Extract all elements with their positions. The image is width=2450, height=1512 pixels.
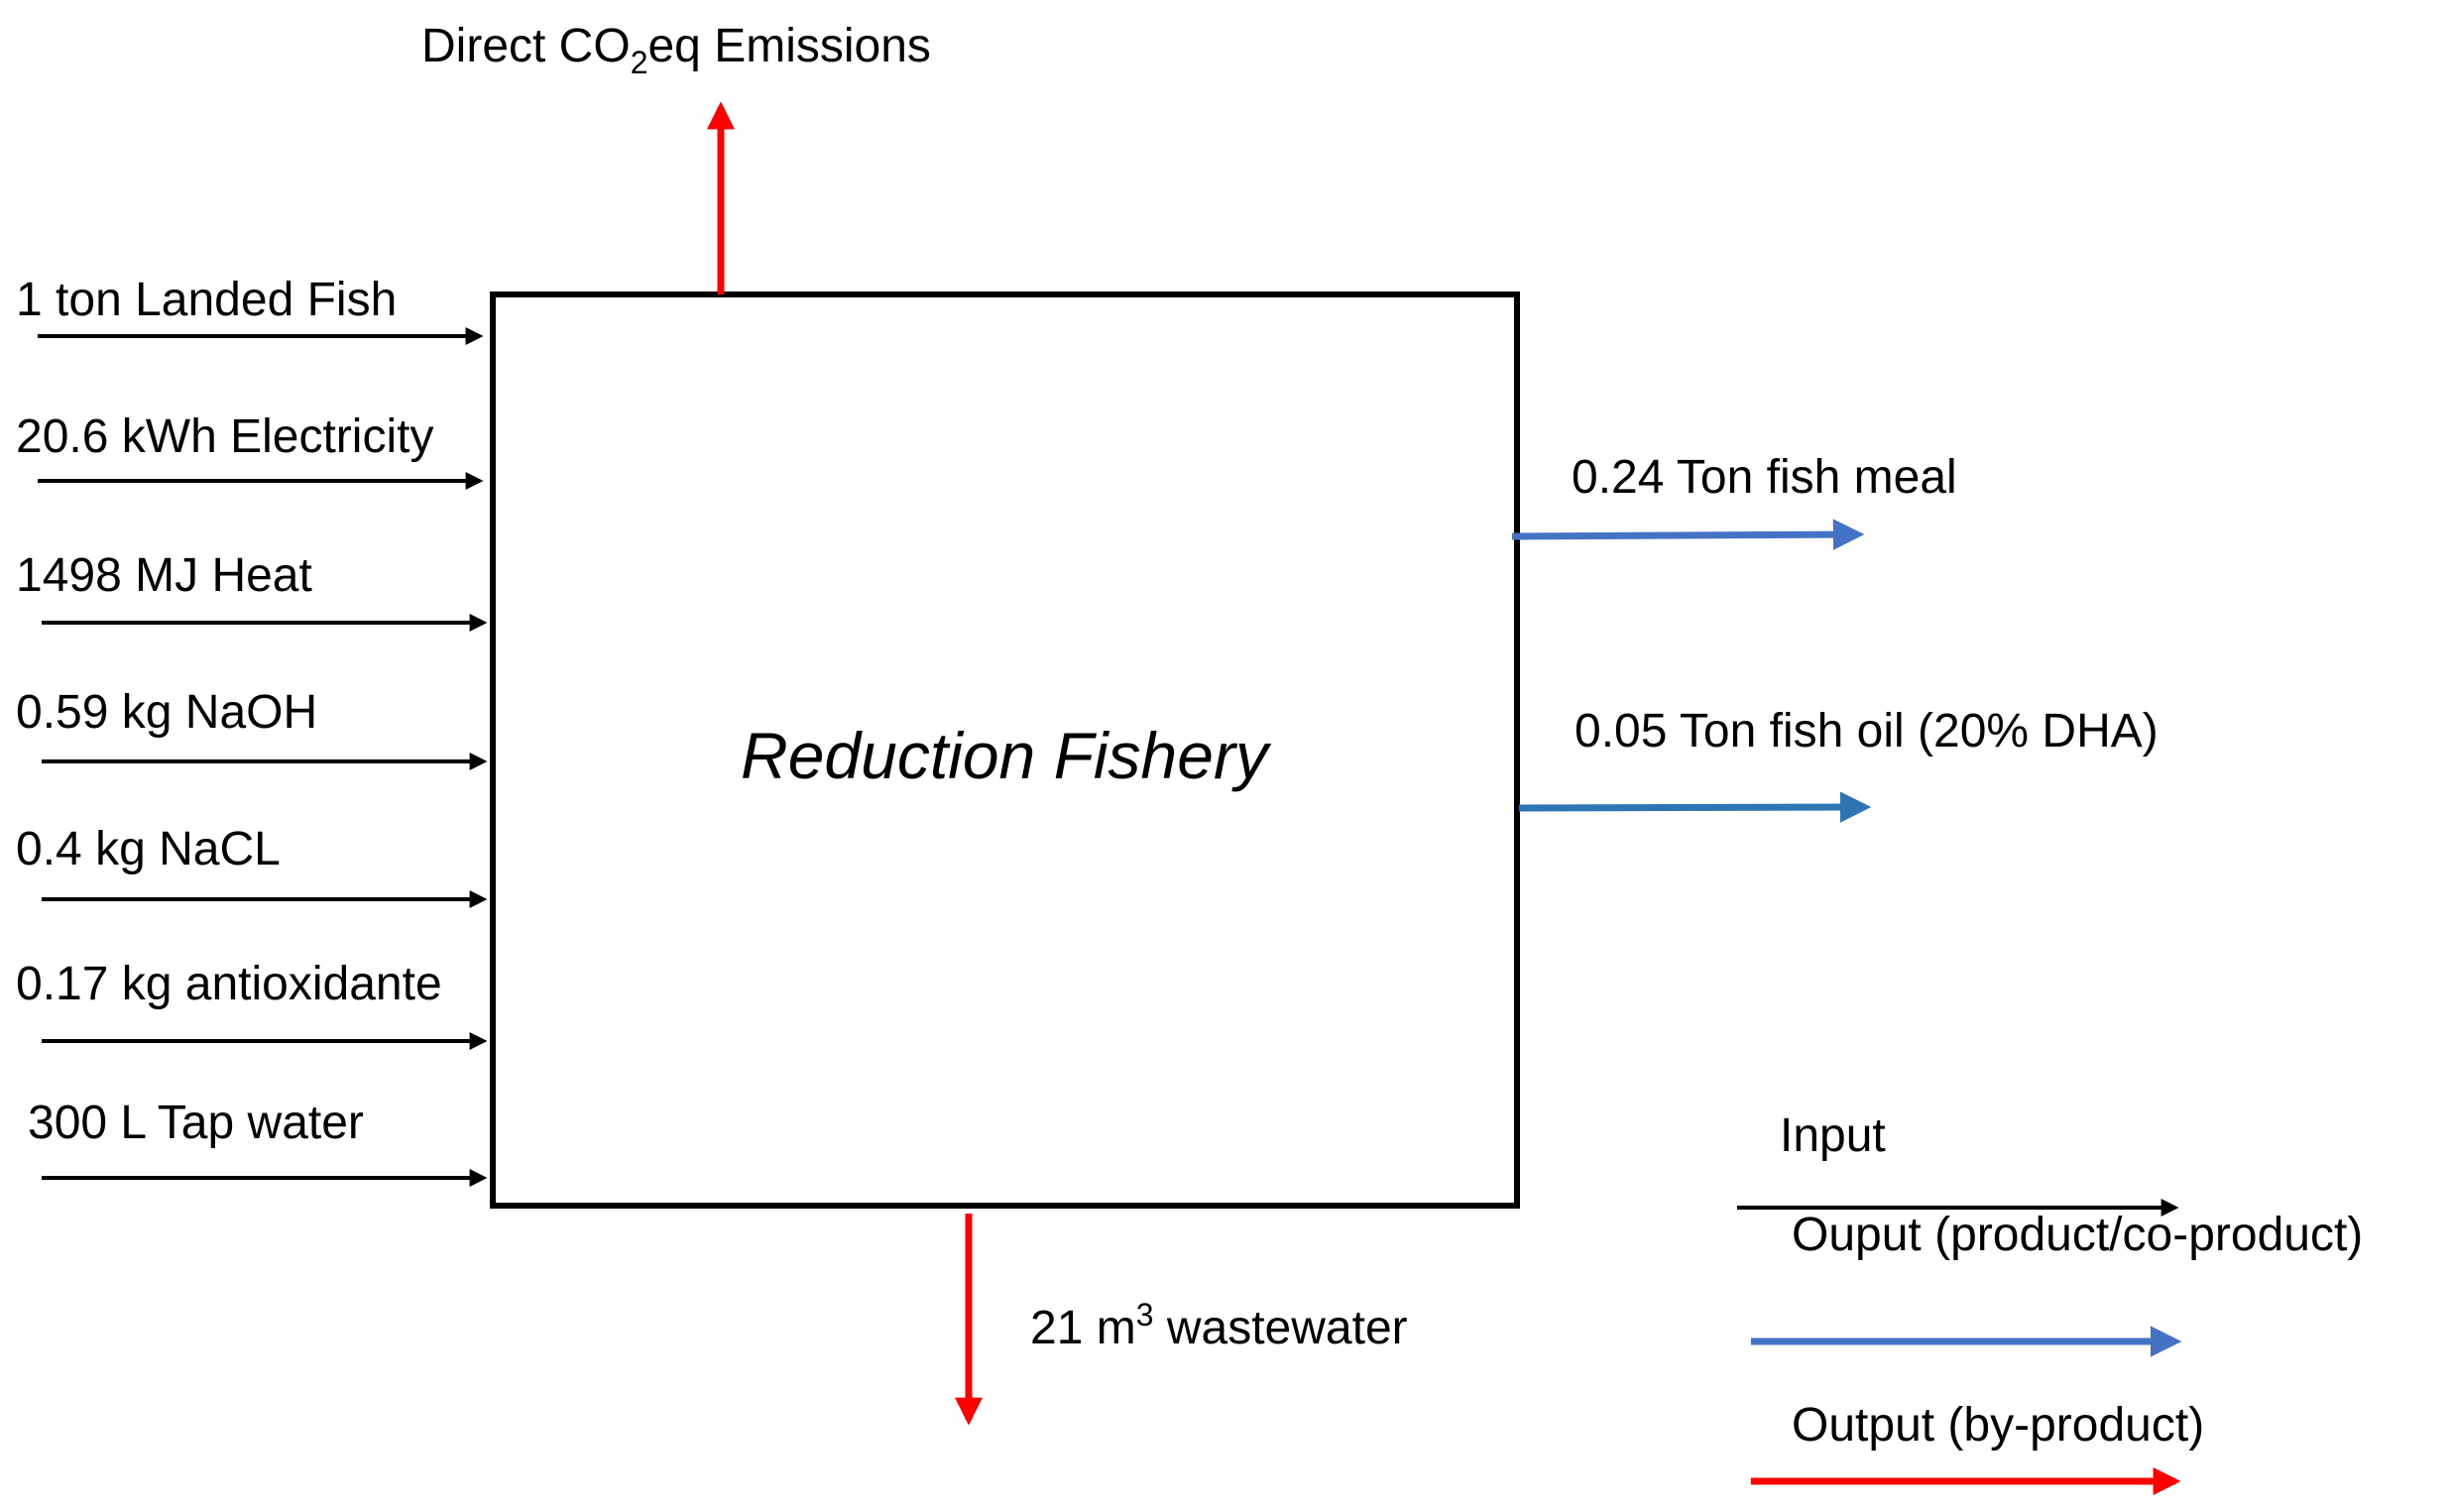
output-fish-meal: 0.24 Ton fish meal: [1511, 451, 1957, 550]
input-label: 0.17 kg antioxidante: [16, 958, 442, 1010]
wastewater-superscript: 3: [1136, 1297, 1154, 1333]
legend-output-byproduct: Output (by-product): [1751, 1399, 2204, 1495]
input-label: 1 ton Landed Fish: [16, 274, 397, 326]
output-label: 0.05 Ton fish oil (20% DHA): [1575, 705, 2158, 757]
input-2: 20.6 kWh Electricity: [16, 410, 484, 490]
wastewater-label: 21 m3 wastewater: [1030, 1297, 1408, 1354]
legend-output-byproduct-label: Output (by-product): [1792, 1399, 2204, 1452]
legend: Input Ouput (product/co-product) Output …: [1737, 1109, 2363, 1495]
legend-input: Input: [1737, 1109, 2179, 1217]
input-label: 20.6 kWh Electricity: [16, 410, 433, 463]
output-label: 0.24 Ton fish meal: [1572, 451, 1957, 504]
output-arrow: [1511, 519, 1865, 550]
input-5: 0.4 kg NaCL: [16, 823, 488, 908]
legend-output-product-label: Ouput (product/co-product): [1792, 1209, 2363, 1261]
legend-input-label: Input: [1780, 1109, 1886, 1162]
input-label: 1498 MJ Heat: [16, 549, 312, 602]
legend-output-product: Ouput (product/co-product): [1751, 1209, 2363, 1357]
input-label: 0.59 kg NaOH: [16, 686, 317, 739]
input-6: 0.17 kg antioxidante: [16, 958, 488, 1050]
input-4: 0.59 kg NaOH: [16, 686, 488, 770]
input-3: 1498 MJ Heat: [16, 549, 488, 632]
emissions-subscript: 2: [631, 45, 648, 80]
emissions-label: Direct CO2eq Emissions: [421, 20, 931, 80]
process-title: Reduction Fishery: [741, 719, 1272, 792]
output-arrow: [1518, 791, 1872, 823]
process-box: [490, 291, 1520, 1209]
output-fish-oil: 0.05 Ton fish oil (20% DHA): [1518, 705, 2158, 823]
input-label: 0.4 kg NaCL: [16, 823, 281, 875]
input-7: 300 L Tap water: [28, 1097, 488, 1187]
input-label: 300 L Tap water: [28, 1097, 364, 1149]
input-1: 1 ton Landed Fish: [16, 274, 484, 345]
